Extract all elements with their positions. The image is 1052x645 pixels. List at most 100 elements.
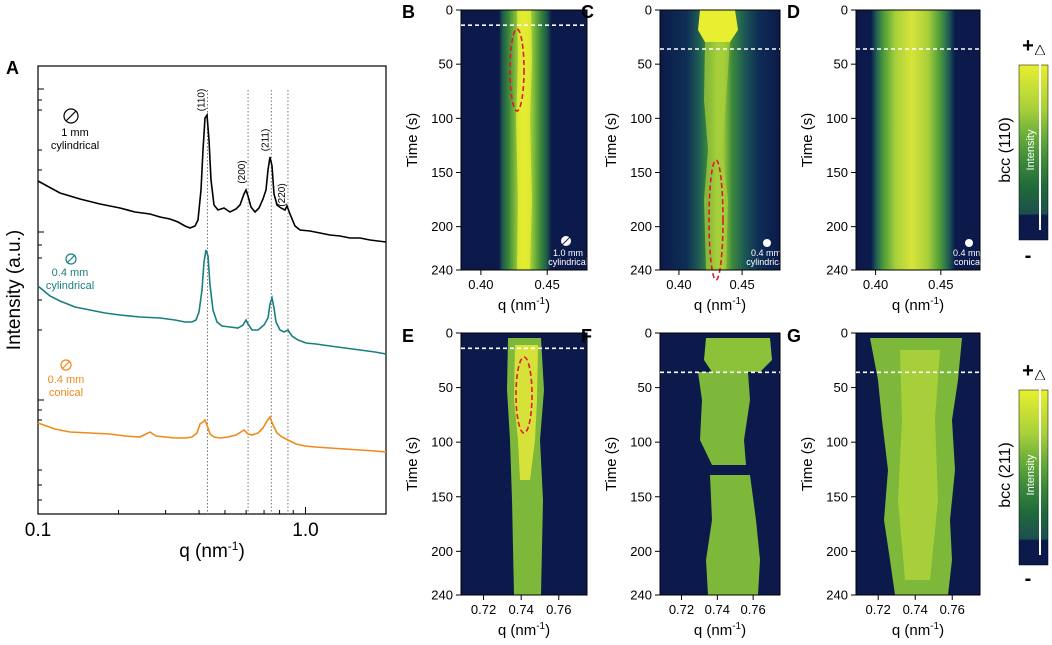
y-axis-label: Time (s): [799, 113, 816, 167]
y-tick-label: 240: [826, 263, 848, 278]
colorbar-211-title: bcc (211): [997, 442, 1014, 508]
plot-frame: [460, 9, 588, 271]
peak-label: (200): [237, 160, 248, 183]
panel-d-plot: [856, 10, 980, 270]
colorbar-211-bar: [1018, 389, 1049, 566]
y-tick-label: 100: [826, 111, 848, 126]
colorbar-110-bar: [1018, 64, 1049, 241]
x-tick-label: 0.45: [928, 277, 953, 292]
plot-frame: [855, 9, 981, 271]
series-1mm-cylindrical-line: [37, 112, 387, 243]
panel-f: [660, 333, 780, 595]
plot-frame: [659, 9, 781, 271]
geometry-icon: [65, 253, 77, 265]
x-tick-label: 0.45: [535, 277, 560, 292]
y-tick-label: 240: [431, 263, 453, 278]
panel-e-axes: 0 50 100 150 200 240 0.72 0.74 0.76 Time (s) q (nm…: [404, 326, 588, 639]
x-tick-label: 0.72: [471, 602, 496, 617]
panel-c-top-blob: [698, 10, 738, 42]
y-tick-label: 150: [630, 165, 652, 180]
panel-d-inset-line2: conical: [954, 257, 982, 267]
x-tick-label: 0.40: [863, 277, 888, 292]
x-tick-label: 1.0: [292, 520, 318, 541]
y-axis-label: Time (s): [799, 437, 816, 491]
colorbar-110-plus: +: [1022, 35, 1034, 57]
colorbar-110: + - Intensity bcc (110): [997, 35, 1049, 267]
y-tick-label: 200: [826, 544, 848, 559]
y-tick-label: 100: [630, 111, 652, 126]
panel-f-lower-band: [706, 475, 760, 595]
y-tick-label: 150: [630, 489, 652, 504]
y-tick-label: 0: [645, 326, 652, 341]
plot-frame: [855, 332, 981, 596]
x-axis-label: q (nm-1): [694, 621, 746, 639]
colorbar-211-minus: -: [1025, 568, 1032, 590]
panel-a-xticks: 0.1 1.0: [25, 507, 387, 541]
x-tick-label: 0.76: [740, 602, 765, 617]
colorbar-110-intensity: Intensity: [1025, 129, 1037, 170]
y-tick-label: 100: [431, 111, 453, 126]
panel-letter-a: A: [6, 58, 19, 78]
x-tick-label: 0.40: [666, 277, 691, 292]
series-04mm-conical-line: [37, 415, 387, 453]
y-axis-label: Time (s): [603, 113, 620, 167]
x-tick-label: 0.72: [866, 602, 891, 617]
colorbar-110-title: bcc (110): [997, 117, 1014, 183]
y-tick-label: 0: [446, 326, 453, 341]
y-tick-label: 200: [630, 219, 652, 234]
y-tick-label: 100: [431, 435, 453, 450]
y-tick-label: 150: [431, 489, 453, 504]
legend-label-line1: 0.4 mm: [52, 267, 89, 279]
series-04mm-cylindrical-line: [37, 249, 387, 355]
legend-label-line2: cylindrical: [46, 280, 94, 292]
panel-b-ellipse: [509, 28, 525, 112]
peak-label: (110): [196, 89, 207, 112]
panel-g-axes: 0 50 100 150 200 240 0.72 0.74 0.76 Time (s) q (nm…: [799, 326, 981, 639]
panel-d-axes: 0 50 100 150 200 240 0.40 0.45 Time (s) q (nm-1): [799, 3, 981, 314]
panel-b-inset-line2: cylindrical: [548, 257, 588, 267]
panel-letter-g: G: [787, 326, 801, 346]
panel-b-band-core: [516, 10, 532, 270]
legend-label-line1: 1 mm: [61, 127, 89, 139]
legend-04mm-conical: 0.4 mm conical: [48, 359, 84, 399]
x-axis-label: q (nm-1): [892, 296, 944, 314]
y-tick-label: 240: [630, 588, 652, 603]
panel-a-yticks: [38, 88, 44, 501]
y-tick-label: 150: [826, 489, 848, 504]
panel-c-band-core: [704, 42, 730, 270]
x-axis-label: q (nm-1): [892, 621, 944, 639]
panel-g-band-core: [898, 350, 940, 580]
geometry-icon: [63, 108, 79, 124]
plot-frame: [460, 332, 588, 596]
y-tick-label: 100: [826, 435, 848, 450]
panel-c-inset-line1: 0.4 mm: [751, 248, 781, 258]
colorbar-211-intensity: Intensity: [1025, 454, 1037, 495]
x-tick-label: 0.72: [669, 602, 694, 617]
panel-a-ylabel: Intensity (a.u.): [4, 230, 25, 350]
panel-a-xlabel: q (nm-1): [179, 539, 245, 562]
peak-label: (220): [277, 183, 288, 206]
panel-letter-b: B: [402, 2, 415, 22]
y-tick-label: 50: [439, 380, 453, 395]
peak-label: (211): [260, 129, 271, 152]
y-tick-label: 0: [645, 3, 652, 18]
panel-b: 1.0 mm cylindrical: [461, 10, 588, 270]
y-tick-label: 100: [630, 435, 652, 450]
legend-04mm-cylindrical: 0.4 mm cylindrical: [46, 253, 94, 292]
y-axis-label: Time (s): [603, 437, 620, 491]
x-tick-label: 0.74: [509, 602, 534, 617]
x-axis-label: q (nm-1): [694, 296, 746, 314]
y-tick-label: 50: [638, 57, 652, 72]
panel-b-axes: 0 50 100 150 200 240 0.40 0.45 Time (s) q (nm-1): [404, 3, 588, 314]
y-tick-label: 50: [638, 380, 652, 395]
colorbar-211-plus: +: [1022, 360, 1034, 382]
y-tick-label: 200: [630, 544, 652, 559]
y-tick-label: 150: [431, 165, 453, 180]
y-tick-label: 240: [630, 263, 652, 278]
x-tick-label: 0.74: [903, 602, 928, 617]
panel-e: [461, 333, 587, 595]
panel-letter-d: D: [787, 2, 800, 22]
y-tick-label: 240: [826, 588, 848, 603]
